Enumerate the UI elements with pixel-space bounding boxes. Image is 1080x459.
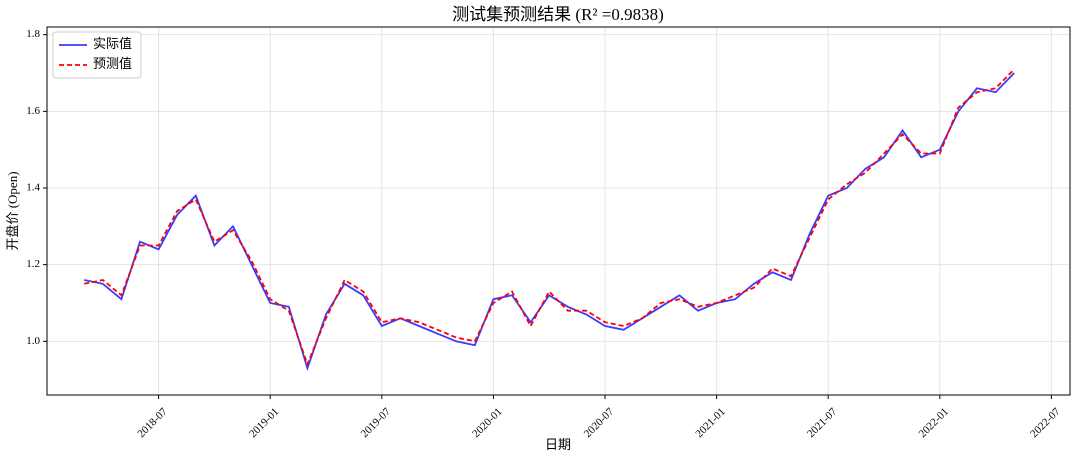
plot-frame [46, 26, 1071, 396]
x-tick-label: 2022-01 [917, 406, 951, 440]
y-tick-label: 1.6 [26, 105, 40, 117]
series-line [84, 72, 1015, 372]
chart-title: 测试集预测结果 (R² =0.9838) [452, 5, 664, 24]
y-tick-label: 1.0 [26, 335, 40, 347]
legend-box [52, 31, 142, 79]
x-tick-label: 2019-07 [359, 405, 394, 440]
x-tick-label: 2020-07 [582, 405, 617, 440]
y-axis-label: 开盘价 (Open) [5, 171, 20, 250]
series-line [84, 68, 1015, 367]
x-tick-label: 2022-07 [1028, 405, 1063, 440]
x-tick-label: 2020-01 [470, 406, 504, 440]
x-tick-label: 2019-01 [247, 406, 281, 440]
y-tick-label: 1.2 [26, 258, 40, 270]
x-tick-label: 2018-07 [135, 405, 170, 440]
legend-label: 预测值 [93, 56, 132, 71]
x-tick-label: 2021-01 [693, 406, 727, 440]
y-tick-label: 1.8 [26, 28, 40, 40]
legend-label: 实际值 [93, 36, 132, 51]
x-tick-label: 2021-07 [805, 405, 840, 440]
y-tick-label: 1.4 [26, 182, 40, 194]
x-axis-label: 日期 [545, 437, 571, 452]
